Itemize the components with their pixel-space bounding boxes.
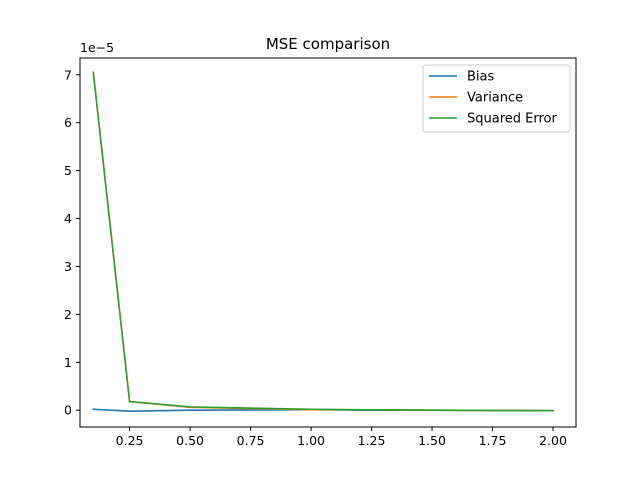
plot-series: [92, 71, 554, 412]
y-tick-label: 2: [64, 307, 72, 322]
legend: Bias Variance Squared Error: [422, 64, 571, 133]
y-tick-label: 5: [64, 163, 72, 178]
series-line-squared-error: [92, 71, 554, 412]
y-tick-label: 1: [64, 355, 72, 370]
y-tick-label: 6: [64, 115, 72, 130]
y-tick-label: 3: [64, 259, 72, 274]
x-tick-label: 1.00: [297, 433, 325, 448]
plot-frame: [79, 57, 577, 428]
y-tick-label: 4: [64, 211, 72, 226]
y-axis-ticks: 0 1 2 3 4 5 6 7: [64, 67, 80, 418]
legend-label: Squared Error: [467, 112, 557, 127]
legend-label: Variance: [467, 91, 523, 106]
y-tick-label: 0: [64, 403, 72, 418]
y-tick-label: 7: [64, 67, 72, 82]
y-axis-offset-label: 1e−5: [80, 40, 114, 55]
x-tick-label: 0.75: [237, 433, 265, 448]
x-tick-label: 1.50: [418, 433, 446, 448]
x-tick-label: 2.00: [539, 433, 567, 448]
legend-label: Bias: [467, 70, 494, 85]
x-tick-label: 1.75: [479, 433, 507, 448]
legend-box: [422, 64, 571, 133]
x-axis-ticks: 0.25 0.50 0.75 1.00 1.25 1.50 1.75 2.00: [116, 427, 567, 448]
chart-title: MSE comparison: [266, 35, 390, 53]
x-tick-label: 0.25: [116, 433, 144, 448]
x-tick-label: 1.25: [358, 433, 386, 448]
x-tick-label: 0.50: [176, 433, 204, 448]
